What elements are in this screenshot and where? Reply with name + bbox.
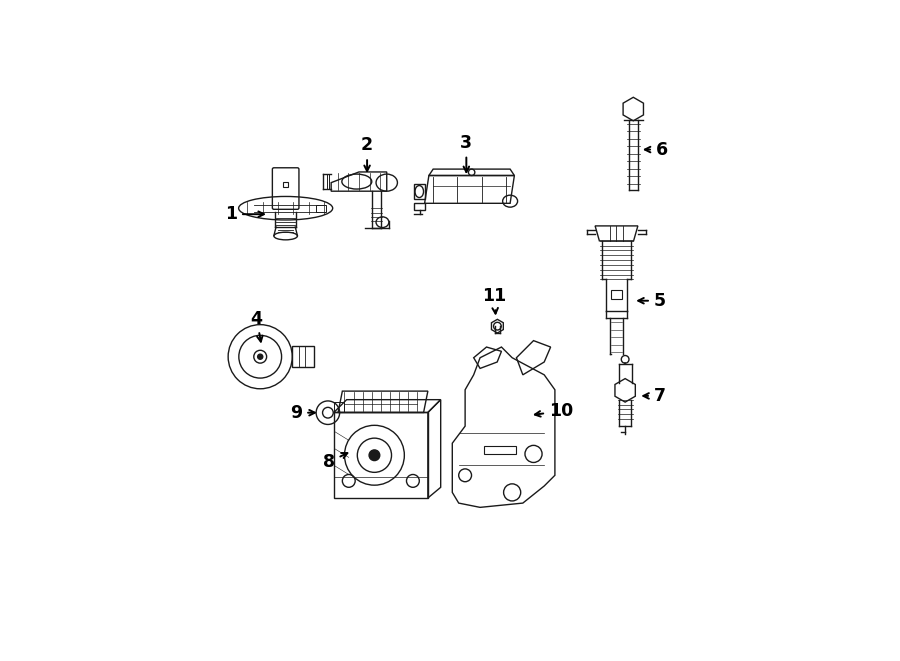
Bar xyxy=(484,446,517,454)
Ellipse shape xyxy=(257,354,263,360)
Bar xyxy=(284,182,288,186)
Text: 1: 1 xyxy=(225,205,264,223)
Bar xyxy=(334,402,345,412)
Text: 5: 5 xyxy=(638,292,666,310)
Bar xyxy=(611,290,622,299)
Text: 9: 9 xyxy=(291,404,315,422)
Text: 3: 3 xyxy=(460,134,473,172)
Text: 2: 2 xyxy=(361,136,374,171)
Bar xyxy=(316,204,327,212)
Text: 6: 6 xyxy=(645,141,668,159)
Text: 7: 7 xyxy=(644,387,666,405)
Text: 4: 4 xyxy=(250,309,263,342)
Text: 8: 8 xyxy=(323,453,347,471)
Ellipse shape xyxy=(369,450,380,461)
Text: 11: 11 xyxy=(482,287,507,313)
Bar xyxy=(334,412,427,498)
Text: 10: 10 xyxy=(535,402,573,420)
